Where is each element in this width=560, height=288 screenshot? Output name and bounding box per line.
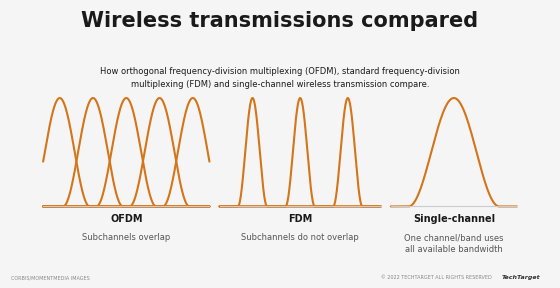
Text: Single-channel: Single-channel: [413, 215, 495, 224]
Text: Wireless transmissions compared: Wireless transmissions compared: [81, 11, 479, 31]
Text: Subchannels overlap: Subchannels overlap: [82, 233, 170, 242]
Text: FDM: FDM: [288, 215, 312, 224]
Text: How orthogonal frequency-division multiplexing (OFDM), standard frequency-divisi: How orthogonal frequency-division multip…: [100, 67, 460, 89]
Text: TechTarget: TechTarget: [502, 275, 540, 281]
Text: Subchannels do not overlap: Subchannels do not overlap: [241, 233, 359, 242]
Text: OFDM: OFDM: [110, 215, 143, 224]
Text: One channel/band uses
all available bandwidth: One channel/band uses all available band…: [404, 233, 503, 254]
Text: CORBIS/MOMENTMEDIA IMAGES: CORBIS/MOMENTMEDIA IMAGES: [11, 275, 90, 281]
Text: © 2022 TECHTARGET ALL RIGHTS RESERVED: © 2022 TECHTARGET ALL RIGHTS RESERVED: [381, 275, 492, 281]
